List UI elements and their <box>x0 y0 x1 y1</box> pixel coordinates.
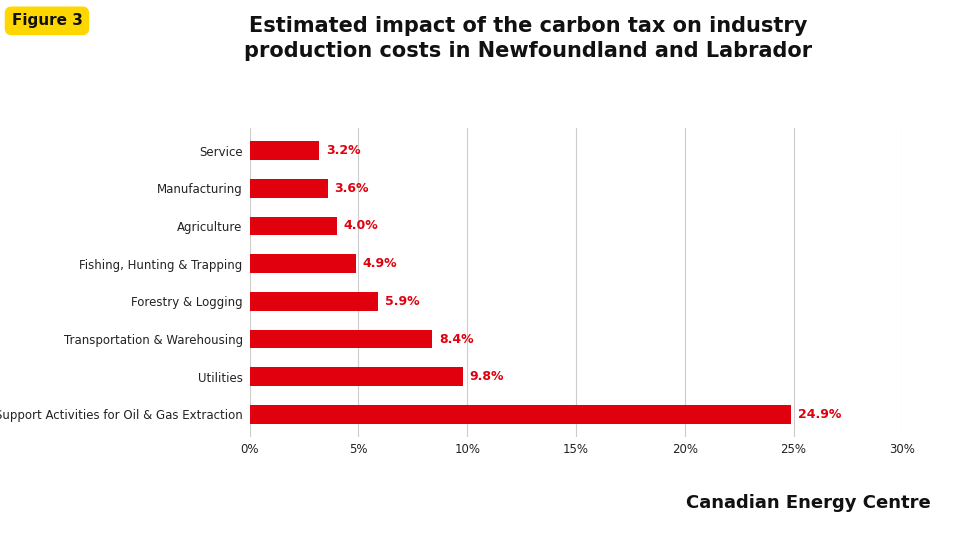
Text: 5.9%: 5.9% <box>385 295 420 308</box>
Text: 3.6%: 3.6% <box>334 182 369 195</box>
Text: 24.9%: 24.9% <box>798 408 841 421</box>
Text: Estimated impact of the carbon tax on industry
production costs in Newfoundland : Estimated impact of the carbon tax on in… <box>244 16 812 61</box>
Bar <box>250 329 432 349</box>
Text: 9.8%: 9.8% <box>469 370 504 383</box>
Bar <box>250 292 378 311</box>
Bar <box>250 254 356 273</box>
Text: 3.2%: 3.2% <box>325 144 360 157</box>
Text: 4.0%: 4.0% <box>343 220 378 232</box>
Bar <box>250 216 337 236</box>
Text: Figure 3: Figure 3 <box>12 13 83 28</box>
Bar <box>250 141 320 160</box>
Bar <box>250 405 791 424</box>
Bar <box>250 367 463 386</box>
Text: 8.4%: 8.4% <box>439 333 473 345</box>
Text: Canadian Energy Centre: Canadian Energy Centre <box>686 494 931 512</box>
Text: 4.9%: 4.9% <box>363 257 397 270</box>
Bar <box>250 179 328 198</box>
